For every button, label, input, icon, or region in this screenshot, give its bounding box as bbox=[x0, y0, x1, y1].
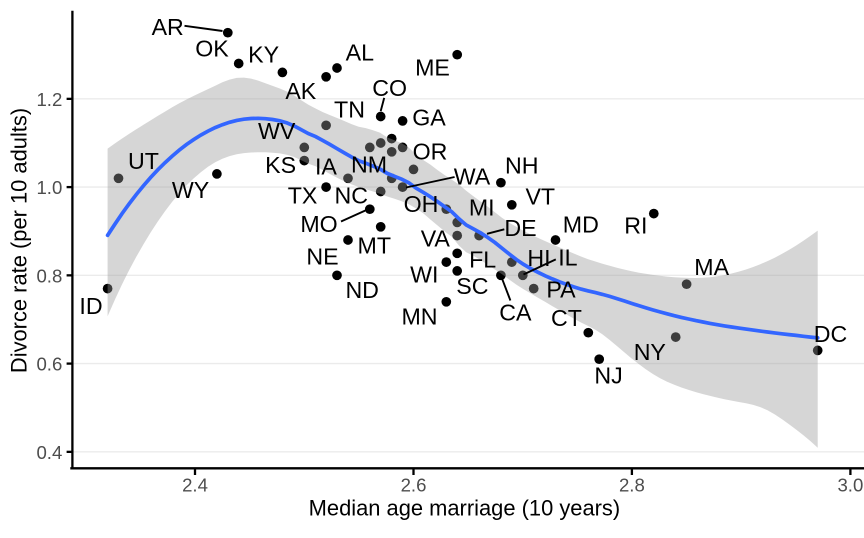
svg-text:1.2: 1.2 bbox=[36, 89, 62, 110]
svg-text:2.6: 2.6 bbox=[401, 475, 427, 496]
svg-text:DC: DC bbox=[814, 321, 848, 347]
svg-text:IL: IL bbox=[558, 244, 577, 270]
svg-text:NH: NH bbox=[505, 153, 539, 179]
svg-text:IA: IA bbox=[315, 153, 337, 179]
svg-text:PA: PA bbox=[546, 277, 576, 303]
svg-text:FL: FL bbox=[469, 246, 496, 272]
svg-text:OK: OK bbox=[195, 36, 229, 62]
svg-text:MT: MT bbox=[358, 233, 391, 259]
svg-text:UT: UT bbox=[128, 148, 159, 174]
svg-text:TN: TN bbox=[334, 96, 365, 122]
svg-text:0.8: 0.8 bbox=[36, 265, 62, 286]
svg-text:SC: SC bbox=[456, 273, 488, 299]
svg-text:WY: WY bbox=[172, 177, 209, 203]
svg-text:MD: MD bbox=[563, 212, 599, 238]
svg-text:1.0: 1.0 bbox=[36, 177, 62, 198]
svg-text:NY: NY bbox=[634, 339, 666, 365]
svg-text:ND: ND bbox=[345, 277, 379, 303]
svg-text:KS: KS bbox=[265, 152, 296, 178]
svg-text:OH: OH bbox=[404, 191, 439, 217]
svg-text:TX: TX bbox=[288, 182, 318, 208]
svg-text:NC: NC bbox=[335, 182, 369, 208]
svg-text:GA: GA bbox=[412, 105, 446, 131]
svg-text:AR: AR bbox=[152, 14, 184, 40]
svg-text:WI: WI bbox=[410, 262, 438, 288]
svg-text:3.0: 3.0 bbox=[837, 475, 863, 496]
svg-text:MO: MO bbox=[300, 211, 337, 237]
svg-text:OR: OR bbox=[413, 139, 448, 165]
svg-text:Divorce rate (per 10 adults): Divorce rate (per 10 adults) bbox=[7, 108, 32, 373]
svg-text:NE: NE bbox=[306, 244, 338, 270]
svg-text:MA: MA bbox=[694, 254, 729, 280]
svg-text:MN: MN bbox=[401, 304, 437, 330]
svg-text:NM: NM bbox=[351, 151, 387, 177]
svg-text:Median age marriage (10 years): Median age marriage (10 years) bbox=[309, 495, 620, 520]
svg-text:KY: KY bbox=[248, 42, 279, 68]
svg-text:0.6: 0.6 bbox=[36, 354, 62, 375]
svg-text:AL: AL bbox=[346, 40, 374, 66]
svg-text:NJ: NJ bbox=[594, 362, 622, 388]
svg-text:2.8: 2.8 bbox=[619, 475, 645, 496]
svg-text:VA: VA bbox=[421, 225, 451, 251]
svg-text:MI: MI bbox=[469, 195, 495, 221]
svg-text:CO: CO bbox=[372, 75, 407, 101]
svg-text:DE: DE bbox=[504, 215, 536, 241]
svg-text:2.4: 2.4 bbox=[182, 475, 208, 496]
svg-text:CA: CA bbox=[499, 300, 532, 326]
svg-text:WA: WA bbox=[454, 163, 491, 189]
svg-text:HI: HI bbox=[527, 245, 550, 271]
svg-text:AK: AK bbox=[285, 78, 316, 104]
svg-text:VT: VT bbox=[525, 183, 555, 209]
svg-text:0.4: 0.4 bbox=[36, 442, 62, 463]
svg-text:CT: CT bbox=[551, 305, 582, 331]
svg-text:ME: ME bbox=[415, 55, 450, 81]
svg-text:RI: RI bbox=[624, 213, 647, 239]
svg-text:WV: WV bbox=[258, 118, 296, 144]
svg-text:ID: ID bbox=[79, 293, 102, 319]
